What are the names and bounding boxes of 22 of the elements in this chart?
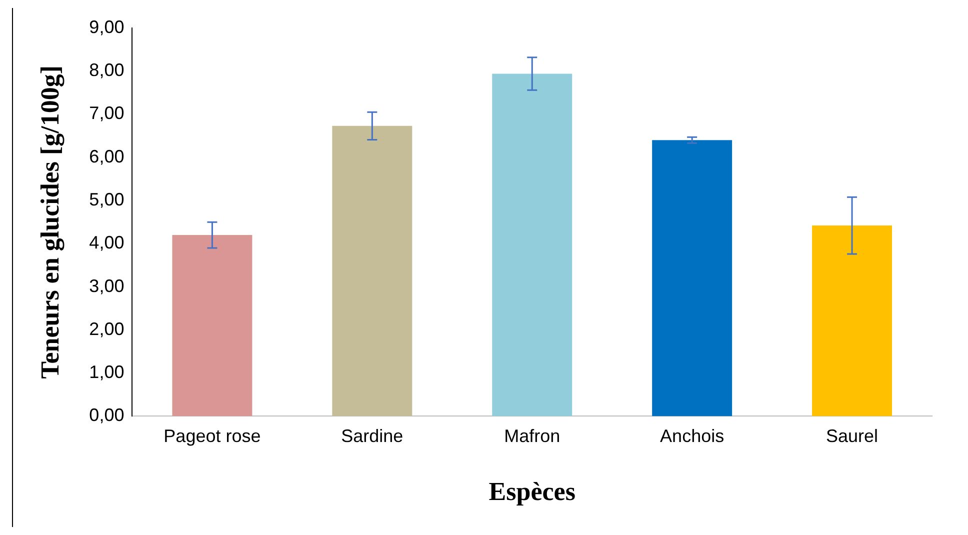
y-tick-label: 0,00 bbox=[89, 405, 124, 426]
x-tick-label: Mafron bbox=[504, 426, 560, 446]
y-tick-label: 6,00 bbox=[89, 146, 124, 166]
y-tick-label: 1,00 bbox=[89, 362, 124, 382]
bar bbox=[332, 126, 412, 416]
bar bbox=[812, 226, 892, 416]
x-tick-label: Saurel bbox=[826, 426, 878, 446]
bar bbox=[652, 140, 732, 416]
bar bbox=[492, 74, 572, 416]
y-tick-label: 5,00 bbox=[89, 190, 124, 210]
y-tick-label: 2,00 bbox=[89, 318, 124, 339]
y-tick-label: 4,00 bbox=[89, 232, 124, 253]
y-tick-label: 3,00 bbox=[89, 276, 124, 296]
y-tick-label: 7,00 bbox=[89, 103, 124, 124]
x-tick-label: Sardine bbox=[341, 426, 404, 446]
x-axis-title: Espèces bbox=[488, 477, 576, 506]
bar bbox=[172, 235, 252, 416]
y-tick-label: 8,00 bbox=[89, 60, 124, 80]
x-tick-label: Pageot rose bbox=[164, 426, 261, 446]
y-axis-title: Teneurs en glucides [g/100g] bbox=[35, 65, 64, 379]
x-tick-label: Anchois bbox=[660, 426, 724, 446]
y-tick-label: 9,00 bbox=[89, 16, 124, 37]
